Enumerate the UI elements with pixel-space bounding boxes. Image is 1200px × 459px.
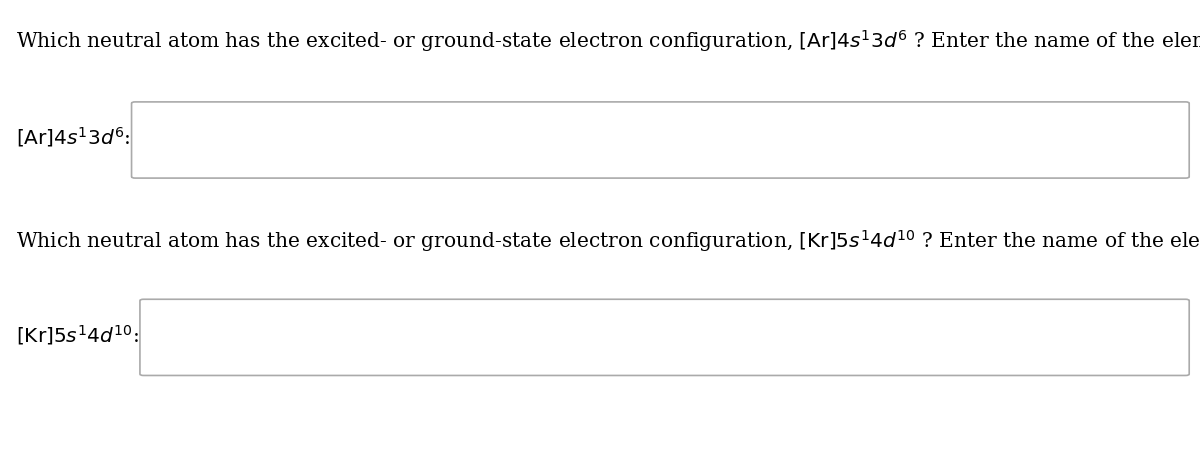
Text: $[\mathrm{Kr}]5s^{1}4d^{10}$:: $[\mathrm{Kr}]5s^{1}4d^{10}$: [16, 323, 139, 347]
Text: $[\mathrm{Ar}]4s^{1}3d^{6}$:: $[\mathrm{Ar}]4s^{1}3d^{6}$: [16, 125, 131, 149]
Text: Which neutral atom has the excited- or ground-state electron configuration, $[\m: Which neutral atom has the excited- or g… [16, 28, 1200, 55]
Text: Which neutral atom has the excited- or ground-state electron configuration, $[\m: Which neutral atom has the excited- or g… [16, 228, 1200, 254]
